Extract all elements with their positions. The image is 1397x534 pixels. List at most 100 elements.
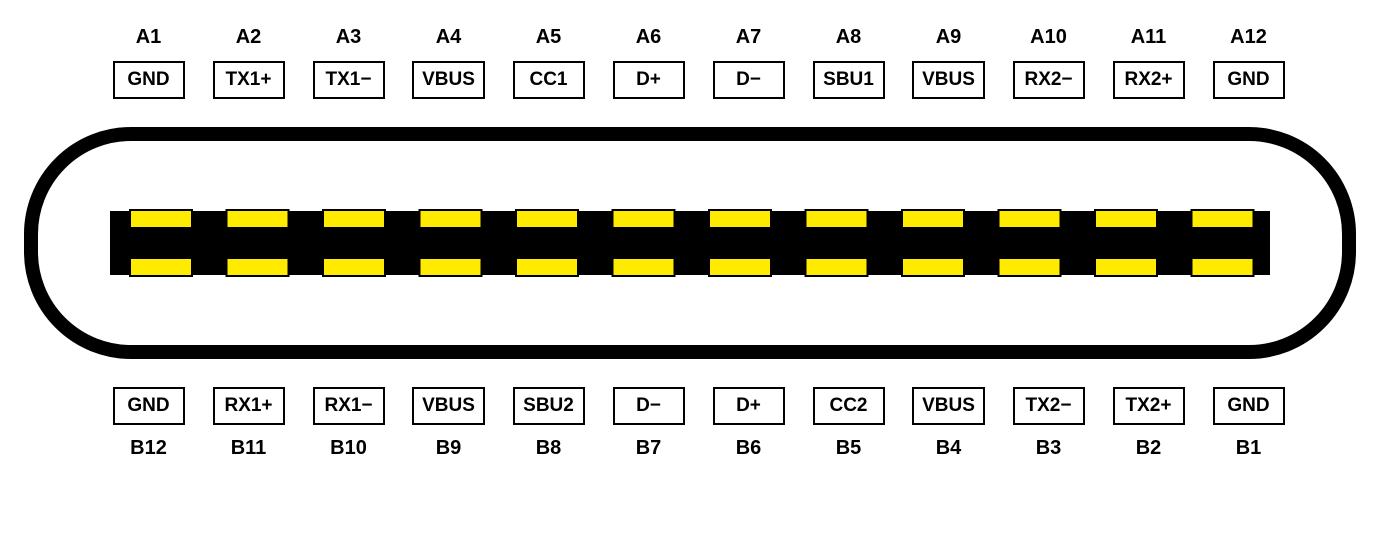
- pin-number: A2: [236, 26, 262, 49]
- bottom-pin-col: D+ B6: [699, 381, 799, 466]
- bottom-pin-col: VBUS B9: [399, 381, 499, 466]
- contact-top: [227, 210, 289, 228]
- pin-number: B12: [130, 437, 167, 460]
- pin-label-box: GND: [1213, 387, 1285, 425]
- bottom-pin-col: VBUS B4: [899, 381, 999, 466]
- top-pin-col: A2 TX1+: [199, 20, 299, 105]
- pin-number: A1: [136, 26, 162, 49]
- contact-bottom: [130, 258, 192, 276]
- top-pin-row: A1 GND A2 TX1+ A3 TX1− A4 VBUS A5 CC1 A6 D+ A7 D− A8 SB…: [20, 20, 1377, 105]
- bottom-pin-col: CC2 B5: [799, 381, 899, 466]
- top-pin-col: A11 RX2+: [1099, 20, 1199, 105]
- top-pin-col: A1 GND: [99, 20, 199, 105]
- contact-top: [709, 210, 771, 228]
- bottom-pin-col: TX2+ B2: [1099, 381, 1199, 466]
- contact-top: [516, 210, 578, 228]
- bottom-pin-col: D−B7: [599, 381, 699, 466]
- pin-label-box: SBU1: [813, 61, 885, 99]
- contact-top: [999, 210, 1061, 228]
- pin-label-box: D+: [713, 387, 785, 425]
- pin-label-box: TX1−: [313, 61, 385, 99]
- contact-bottom: [1192, 258, 1254, 276]
- contact-top: [1192, 210, 1254, 228]
- pin-label-box: VBUS: [912, 387, 985, 425]
- bottom-pin-col: RX1+ B11: [199, 381, 299, 466]
- top-pin-col: A5 CC1: [499, 20, 599, 105]
- pin-label-box: CC2: [813, 387, 885, 425]
- pin-number: B7: [636, 437, 662, 460]
- contact-top: [420, 210, 482, 228]
- top-pin-col: A10 RX2−: [999, 20, 1099, 105]
- pin-number: B9: [436, 437, 462, 460]
- pin-number: B2: [1136, 437, 1162, 460]
- contact-bottom: [420, 258, 482, 276]
- pin-label-box: RX2+: [1113, 61, 1185, 99]
- pin-label-box: RX1+: [213, 387, 285, 425]
- pin-number: A7: [736, 26, 762, 49]
- bottom-pin-col: RX1− B10: [299, 381, 399, 466]
- pin-number: A4: [436, 26, 462, 49]
- top-pin-col: A3 TX1−: [299, 20, 399, 105]
- pin-label-box: CC1: [513, 61, 585, 99]
- contact-top: [806, 210, 868, 228]
- contact-bottom: [999, 258, 1061, 276]
- pin-number: A3: [336, 26, 362, 49]
- pin-number: A8: [836, 26, 862, 49]
- pin-label-box: TX1+: [213, 61, 285, 99]
- pin-number: B8: [536, 437, 562, 460]
- contact-bottom: [227, 258, 289, 276]
- bottom-pin-col: TX2− B3: [999, 381, 1099, 466]
- pin-label-box: TX2+: [1113, 387, 1185, 425]
- pin-number: B5: [836, 437, 862, 460]
- bottom-pin-col: SBU2 B8: [499, 381, 599, 466]
- pin-number: B3: [1036, 437, 1062, 460]
- top-pin-col: A12 GND: [1199, 20, 1299, 105]
- contact-bottom: [709, 258, 771, 276]
- pin-label-box: GND: [1213, 61, 1285, 99]
- contact-top: [613, 210, 675, 228]
- pin-label-box: RX2−: [1013, 61, 1085, 99]
- pin-label-box: GND: [113, 61, 185, 99]
- top-pin-col: A9 VBUS: [899, 20, 999, 105]
- pin-number: A5: [536, 26, 562, 49]
- contact-top: [130, 210, 192, 228]
- contact-bottom: [1095, 258, 1157, 276]
- contact-top: [323, 210, 385, 228]
- pin-label-box: SBU2: [513, 387, 585, 425]
- pin-label-box: VBUS: [912, 61, 985, 99]
- pin-number: A11: [1131, 26, 1167, 49]
- contact-bottom: [613, 258, 675, 276]
- pin-number: B6: [736, 437, 762, 460]
- pin-label-box: D+: [613, 61, 685, 99]
- contact-bottom: [902, 258, 964, 276]
- top-pin-col: A7 D−: [699, 20, 799, 105]
- top-pin-col: A4 VBUS: [399, 20, 499, 105]
- pin-number: A9: [936, 26, 962, 49]
- pin-label-box: RX1−: [313, 387, 385, 425]
- bottom-pin-col: GND B1: [1199, 381, 1299, 466]
- contact-top: [1095, 210, 1157, 228]
- pin-label-box: GND: [113, 387, 185, 425]
- connector-body: [20, 123, 1377, 363]
- pin-number: B4: [936, 437, 962, 460]
- top-pin-col: A8 SBU1: [799, 20, 899, 105]
- usb-c-pinout-diagram: A1 GND A2 TX1+ A3 TX1− A4 VBUS A5 CC1 A6 D+ A7 D− A8 SB…: [20, 20, 1377, 466]
- contact-top: [902, 210, 964, 228]
- connector-svg: [20, 123, 1360, 363]
- pin-label-box: D−: [713, 61, 785, 99]
- pin-number: A10: [1030, 26, 1067, 49]
- contact-bottom: [516, 258, 578, 276]
- bottom-pin-row: GND B12 RX1+ B11 RX1− B10 VBUS B9 SBU2 B8 D−B7 D+ B6…: [20, 381, 1377, 466]
- pin-label-box: VBUS: [412, 387, 485, 425]
- pin-label-box: TX2−: [1013, 387, 1085, 425]
- top-pin-col: A6 D+: [599, 20, 699, 105]
- pin-number: B1: [1236, 437, 1262, 460]
- pin-number: A6: [636, 26, 662, 49]
- bottom-pin-col: GND B12: [99, 381, 199, 466]
- contact-bottom: [806, 258, 868, 276]
- contact-bottom: [323, 258, 385, 276]
- pin-number: B11: [231, 437, 267, 460]
- pin-number: A12: [1230, 26, 1267, 49]
- pin-number: B10: [330, 437, 367, 460]
- pin-label-box: VBUS: [412, 61, 485, 99]
